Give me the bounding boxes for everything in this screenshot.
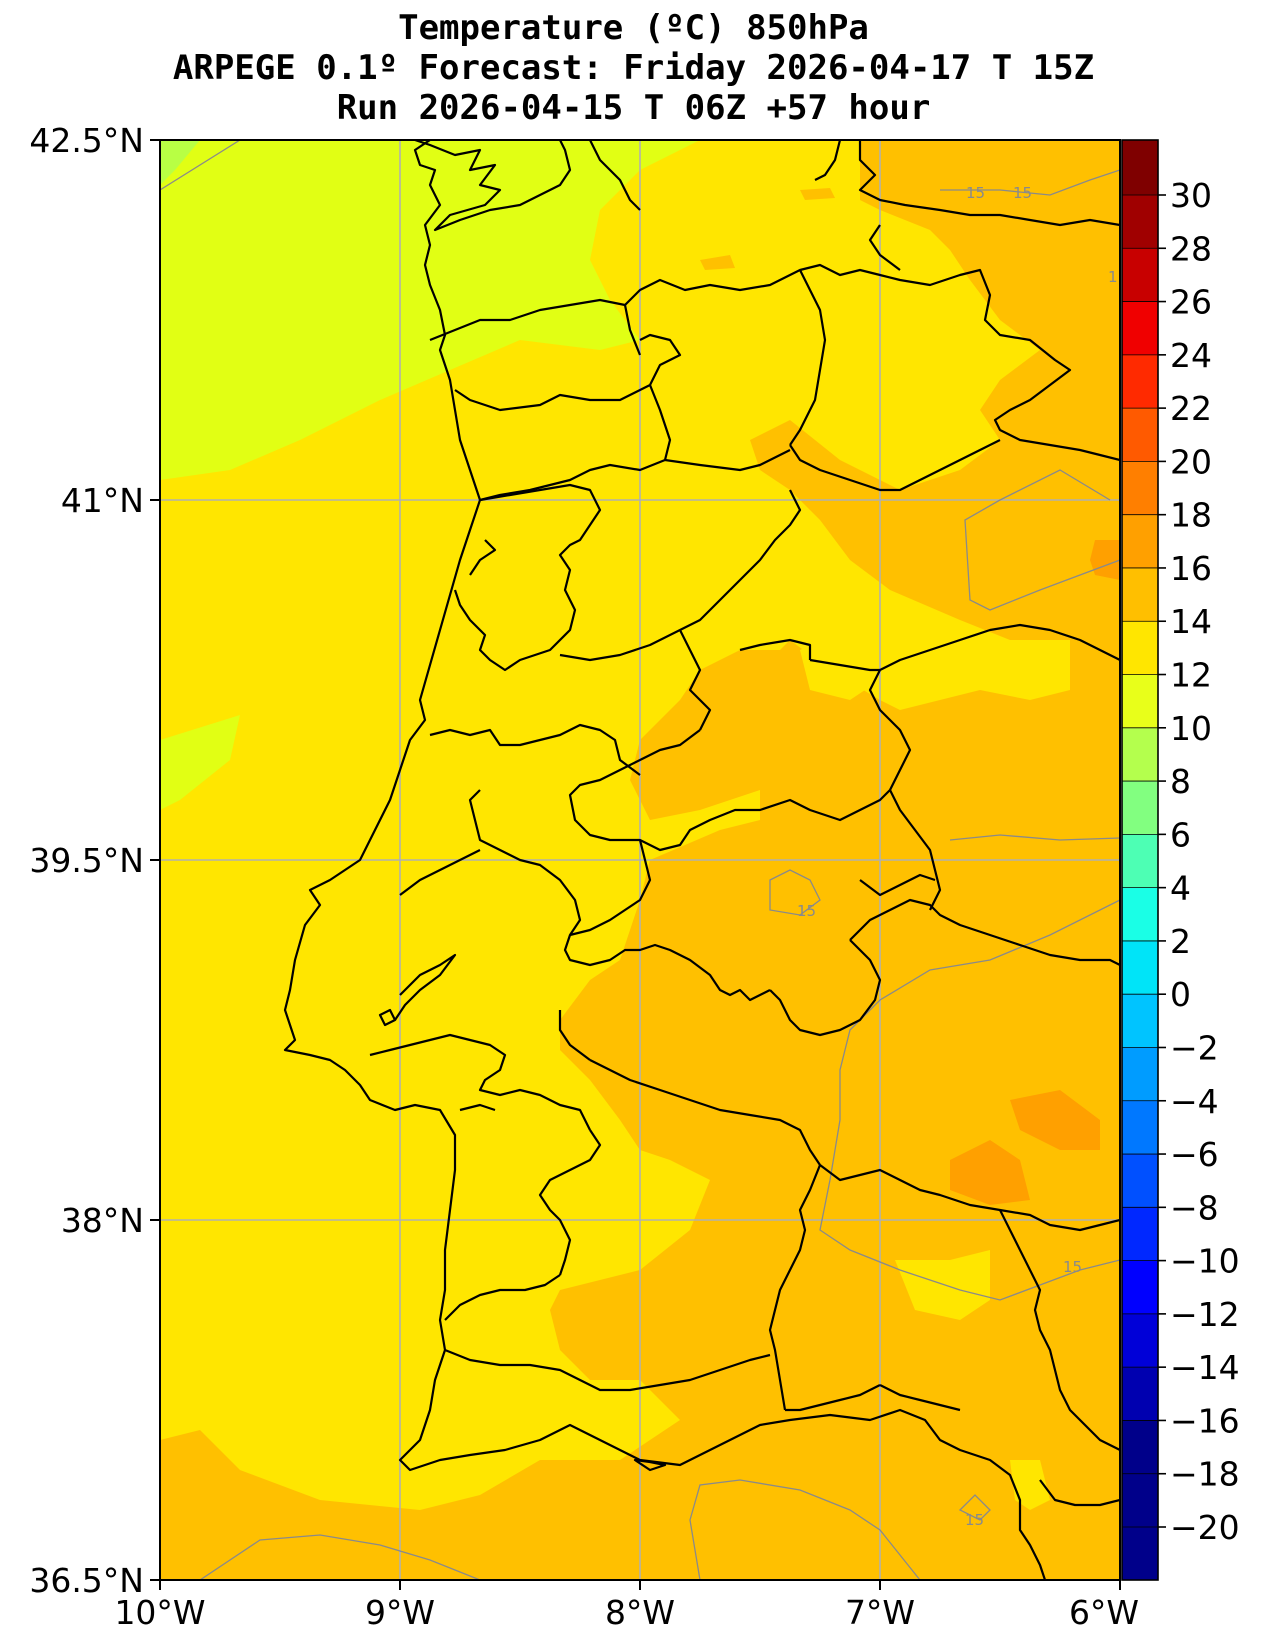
colorbar-band	[1122, 514, 1158, 568]
temp-patch-orange-small	[700, 255, 735, 270]
lat-tick-label: 41°N	[61, 481, 144, 520]
colorbar-band	[1122, 1260, 1158, 1314]
colorbar-band	[1122, 1420, 1158, 1580]
colorbar-label: −16	[1170, 1401, 1240, 1440]
contour-label: 15	[797, 902, 816, 920]
colorbar-label: 18	[1170, 496, 1212, 535]
temp-band-10-12-north	[160, 140, 700, 480]
colorbar-band	[1122, 354, 1158, 409]
colorbar-band	[1122, 727, 1158, 782]
colorbar-band	[1122, 1047, 1158, 1101]
contour-label: 1	[1108, 268, 1118, 286]
colorbar-label: 0	[1170, 975, 1191, 1014]
colorbar-band	[1122, 1207, 1158, 1261]
colorbar-label: 12	[1170, 656, 1212, 695]
colorbar-label: −8	[1170, 1188, 1219, 1227]
colorbar-band	[1122, 674, 1158, 728]
colorbar-band	[1122, 567, 1158, 622]
colorbar-label: −12	[1170, 1295, 1240, 1334]
colorbar-band	[1122, 408, 1158, 462]
lat-tick-labels: 42.5°N 41°N 39.5°N 38°N 36.5°N	[29, 121, 144, 1600]
title-line-3: Run 2026-04-15 T 06Z +57 hour	[336, 88, 931, 128]
temp-band-16-18-3	[1090, 540, 1120, 580]
temp-band-8-10-corner	[160, 140, 200, 185]
colorbar-label: 24	[1170, 336, 1212, 375]
colorbar-label: 10	[1170, 709, 1212, 748]
colorbar-band	[1122, 1100, 1158, 1155]
lon-tick-label: 8°W	[605, 1593, 675, 1632]
colorbar: 302826242220181614121086420−2−4−6−8−10−1…	[1121, 139, 1240, 1581]
lon-tick-label: 7°W	[845, 1593, 915, 1632]
map-title: Temperature (ºC) 850hPa ARPEGE 0.1º Fore…	[0, 8, 1267, 128]
colorbar-label: 14	[1170, 602, 1212, 641]
colorbar-label: 2	[1170, 922, 1191, 961]
colorbar-label: 26	[1170, 283, 1212, 322]
colorbar-band	[1122, 301, 1158, 355]
contour-label: 15	[966, 184, 985, 202]
colorbar-band	[1122, 248, 1158, 302]
lat-tick-label: 42.5°N	[29, 121, 144, 160]
colorbar-band	[1122, 781, 1158, 835]
lon-tick-label: 10°W	[114, 1593, 205, 1632]
contour-label: 15	[1063, 1258, 1082, 1276]
colorbar-label: 28	[1170, 229, 1212, 268]
colorbar-label: −6	[1170, 1135, 1219, 1174]
colorbar-band	[1122, 461, 1158, 515]
colorbar-label: −4	[1170, 1082, 1219, 1121]
colorbar-label: −20	[1170, 1508, 1240, 1547]
colorbar-band	[1122, 887, 1158, 941]
contour-lines	[160, 140, 1120, 1580]
colorbar-band	[1122, 140, 1158, 195]
coastline-west	[283, 140, 1047, 1580]
colorbar-band	[1122, 195, 1158, 249]
colorbar-band	[1122, 994, 1158, 1048]
temp-band-16-18-1	[1010, 1090, 1100, 1150]
colorbar-frame	[1121, 139, 1159, 1581]
colorbar-band	[1122, 1313, 1158, 1368]
colorbar-band	[1122, 621, 1158, 675]
colorbar-band	[1122, 834, 1158, 888]
temp-band-10-12-west	[160, 715, 240, 810]
temp-band-16-18-2	[950, 1140, 1030, 1205]
colorbar-band	[1122, 1367, 1158, 1421]
lon-tick-label: 6°W	[1069, 1593, 1139, 1632]
colorbar-label: 30	[1170, 176, 1212, 215]
gridlines	[160, 140, 1120, 1580]
title-line-1: Temperature (ºC) 850hPa	[398, 8, 869, 48]
lon-tick-label: 9°W	[365, 1593, 435, 1632]
colorbar-band	[1122, 940, 1158, 995]
contour-label: 15	[1013, 184, 1032, 202]
colorbar-label: −2	[1170, 1028, 1219, 1067]
coastline-galicia	[414, 140, 572, 232]
border-north-portugal	[429, 263, 1120, 462]
colorbar-label: 6	[1170, 815, 1191, 854]
colorbar-band	[1122, 1154, 1158, 1208]
lon-tick-labels: 10°W 9°W 8°W 7°W 6°W	[114, 1593, 1139, 1632]
colorbar-label: 16	[1170, 549, 1212, 588]
colorbar-label: −18	[1170, 1455, 1240, 1494]
contour-label: 15	[965, 1511, 984, 1529]
lat-tick-label: 38°N	[61, 1201, 144, 1240]
lat-tick-label: 36.5°N	[29, 1561, 144, 1600]
lon-axis	[159, 1580, 1121, 1590]
colorbar-label: 8	[1170, 762, 1191, 801]
colorbar-label: 22	[1170, 389, 1212, 428]
temp-island-yellow-2	[895, 1250, 990, 1320]
colorbar-label: −10	[1170, 1242, 1240, 1281]
colorbar-label: −14	[1170, 1348, 1240, 1387]
lat-axis	[150, 139, 160, 1581]
temp-patch-orange-north	[800, 188, 835, 200]
title-line-2: ARPEGE 0.1º Forecast: Friday 2026-04-17 …	[172, 48, 1095, 88]
colorbar-label: 20	[1170, 442, 1212, 481]
coastline-and-borders	[283, 140, 1120, 1580]
colorbar-label: 4	[1170, 869, 1191, 908]
contour-label-group: 15 15 1 15 15 15	[797, 184, 1118, 1529]
lat-tick-label: 39.5°N	[29, 841, 144, 880]
